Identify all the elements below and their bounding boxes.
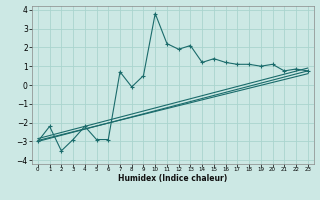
X-axis label: Humidex (Indice chaleur): Humidex (Indice chaleur) — [118, 174, 228, 183]
